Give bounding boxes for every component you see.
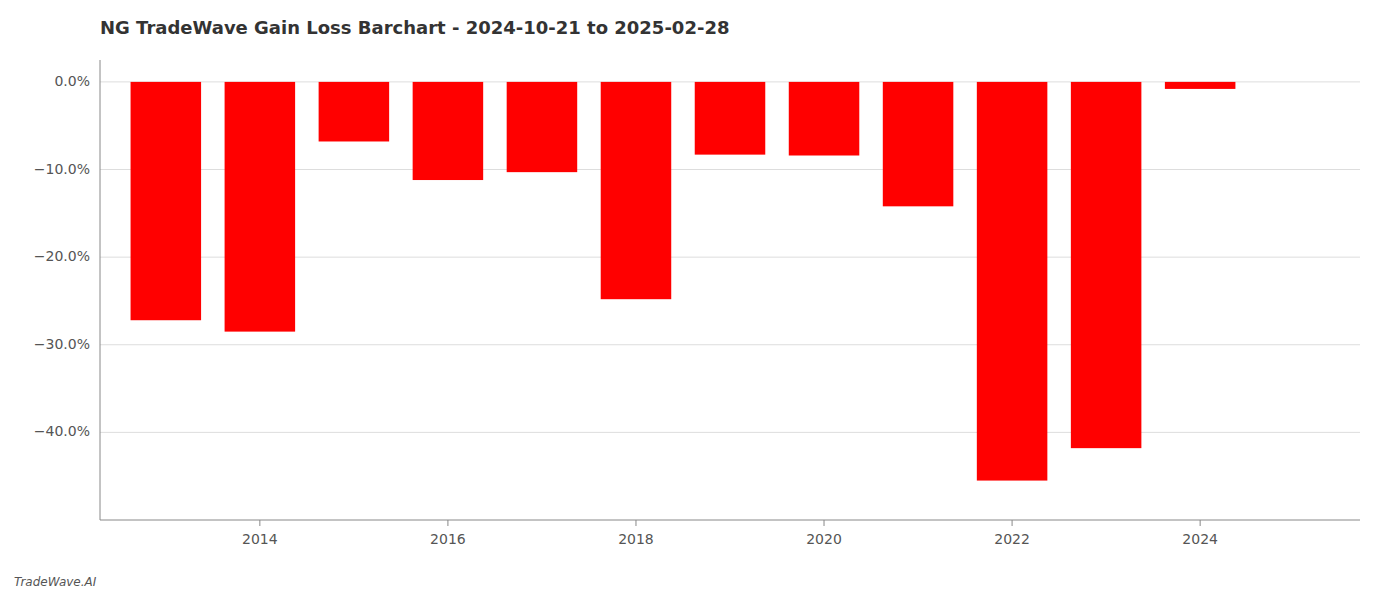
x-tick (1012, 520, 1013, 526)
x-tick-label: 2014 (242, 531, 278, 547)
bar (1071, 82, 1142, 448)
bars (131, 82, 1236, 481)
y-tick-label: −40.0% (34, 423, 90, 439)
bar (883, 82, 954, 206)
y-tick-label: −30.0% (34, 336, 90, 352)
x-tick-label: 2024 (1182, 531, 1218, 547)
y-tick-label: 0.0% (54, 73, 90, 89)
x-tick-label: 2018 (618, 531, 654, 547)
y-tick-label: −10.0% (34, 161, 90, 177)
bar (413, 82, 484, 180)
y-tick-label: −20.0% (34, 248, 90, 264)
chart-title: NG TradeWave Gain Loss Barchart - 2024-1… (100, 17, 729, 38)
chart-container: NG TradeWave Gain Loss Barchart - 2024-1… (0, 0, 1400, 600)
bar (977, 82, 1048, 481)
x-tick (635, 520, 636, 526)
bar (225, 82, 296, 332)
bar (319, 82, 390, 142)
bar (601, 82, 672, 299)
grid-line (100, 432, 1360, 433)
y-axis-line (100, 60, 101, 520)
bar (507, 82, 578, 172)
bar (131, 82, 202, 320)
bar (789, 82, 860, 156)
x-tick (1200, 520, 1201, 526)
y-grid (100, 82, 1360, 432)
bar (695, 82, 766, 155)
x-tick-label: 2016 (430, 531, 466, 547)
x-tick (824, 520, 825, 526)
chart-svg: NG TradeWave Gain Loss Barchart - 2024-1… (0, 0, 1400, 600)
x-tick (259, 520, 260, 526)
x-tick-label: 2022 (994, 531, 1030, 547)
x-axis-line (100, 520, 1360, 521)
x-tick (447, 520, 448, 526)
x-tick-label: 2020 (806, 531, 842, 547)
grid-line (100, 344, 1360, 345)
annotation: TradeWave.AI (14, 575, 97, 589)
bar (1165, 82, 1236, 89)
background (0, 0, 1400, 600)
